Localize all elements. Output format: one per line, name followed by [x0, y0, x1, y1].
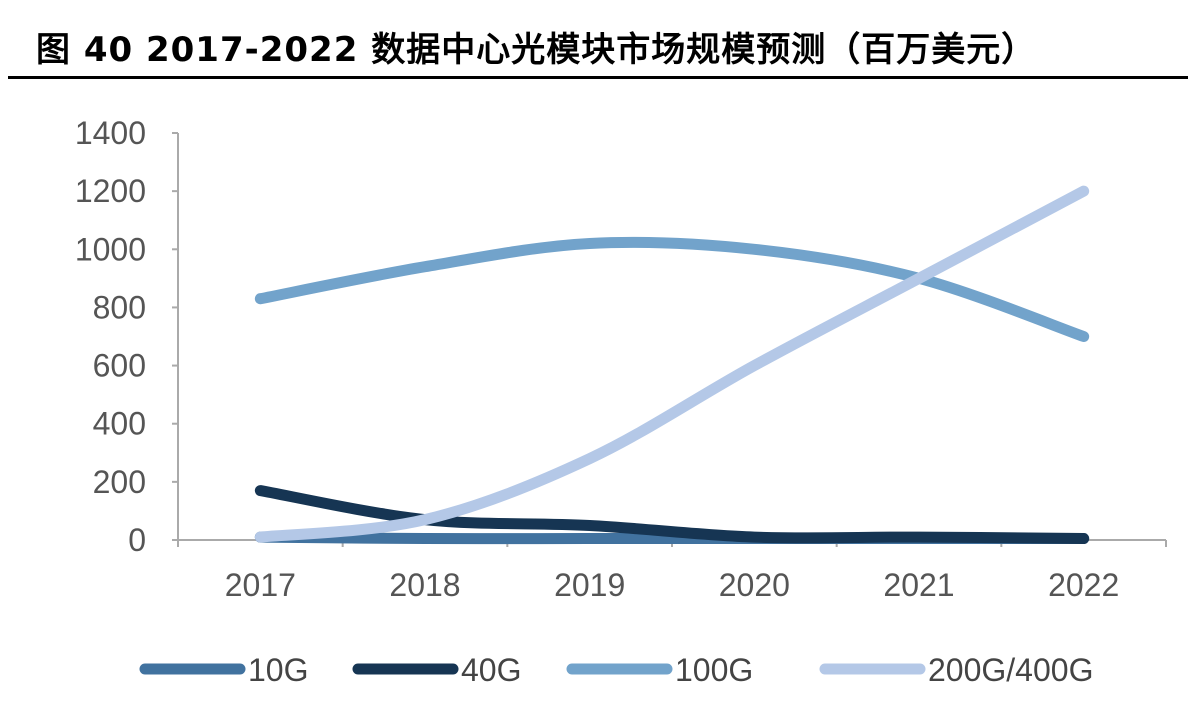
legend-label: 200G/400G: [928, 652, 1093, 688]
x-tick-label: 2020: [719, 567, 790, 603]
y-tick-label: 0: [128, 522, 146, 558]
series-line-100g: [254, 236, 1090, 342]
x-tick-label: 2019: [554, 567, 625, 603]
series-line-200g-400g: [254, 185, 1090, 543]
x-tick-label: 2017: [225, 567, 296, 603]
x-tick-label: 2018: [389, 567, 460, 603]
y-tick-label: 400: [93, 406, 146, 442]
y-tick-label: 1000: [75, 231, 146, 267]
series-line-40g: [254, 485, 1090, 545]
legend-label: 100G: [675, 652, 753, 688]
x-tick-label: 2022: [1048, 567, 1119, 603]
chart-title: 图 40 2017-2022 数据中心光模块市场规模预测（百万美元）: [36, 30, 1037, 70]
y-tick-label: 1400: [75, 115, 146, 151]
title-divider: [8, 76, 1188, 79]
legend-label: 10G: [248, 652, 308, 688]
y-tick-label: 600: [93, 348, 146, 384]
y-tick-label: 200: [93, 464, 146, 500]
legend-label: 40G: [461, 652, 521, 688]
x-tick-label: 2021: [883, 567, 954, 603]
y-tick-label: 800: [93, 289, 146, 325]
y-tick-label: 1200: [75, 173, 146, 209]
